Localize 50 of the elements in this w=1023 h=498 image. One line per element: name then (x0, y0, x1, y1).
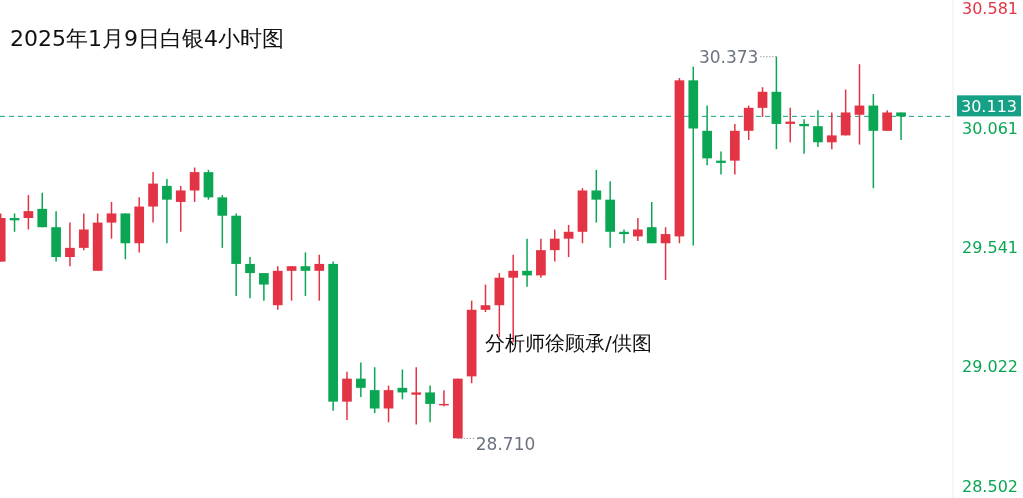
candlestick (175, 185, 186, 233)
candlestick (342, 371, 352, 421)
annotation: 分析师徐顾承/供图 (485, 331, 652, 355)
candlestick (633, 217, 643, 242)
candlestick (896, 111, 906, 141)
candlestick (65, 221, 75, 267)
ref-line-label: 30.113 (961, 96, 1017, 116)
candlestick (757, 86, 768, 118)
candlestick (314, 253, 325, 302)
candlestick (480, 283, 491, 313)
candlestick (826, 111, 837, 150)
candlestick (78, 212, 89, 251)
y-tick-label: 29.541 (962, 238, 1018, 258)
candlestick (743, 104, 754, 141)
candlestick (245, 256, 255, 300)
candlestick (369, 366, 380, 414)
candlestick (106, 201, 117, 240)
candlestick (854, 63, 865, 146)
candlestick (799, 118, 809, 155)
y-tick-label: 28.502 (962, 476, 1018, 496)
candlestick (549, 228, 560, 263)
candlestick (563, 224, 574, 258)
y-tick-label: 30.581 (962, 0, 1018, 19)
candlestick (425, 384, 435, 424)
candlestick (646, 201, 657, 245)
candlestick (355, 361, 366, 398)
candlestick (411, 366, 422, 426)
y-tick-label: 30.061 (962, 118, 1018, 138)
candlestick (383, 384, 394, 424)
candlestick (785, 107, 796, 144)
candlestick (813, 109, 823, 148)
candlestick (37, 192, 48, 228)
candlestick (300, 251, 311, 297)
candlestick (189, 166, 200, 203)
candlestick (259, 272, 269, 302)
candlestick (23, 194, 34, 231)
candlestick (591, 169, 602, 224)
annotation: 28.710 (475, 434, 536, 455)
candlestick (148, 171, 158, 224)
candlestick (716, 150, 726, 176)
candlestick (619, 228, 629, 245)
annotation: 30.373 (698, 46, 759, 67)
y-tick-label: 29.022 (962, 357, 1018, 377)
candlestick (660, 226, 671, 281)
candlestick (162, 178, 172, 245)
candlestick (882, 109, 893, 132)
candlestick (286, 265, 297, 302)
candlestick (840, 88, 851, 137)
candlestick (217, 194, 228, 249)
text: 2025年1月9日白银4小时图 (10, 26, 284, 51)
